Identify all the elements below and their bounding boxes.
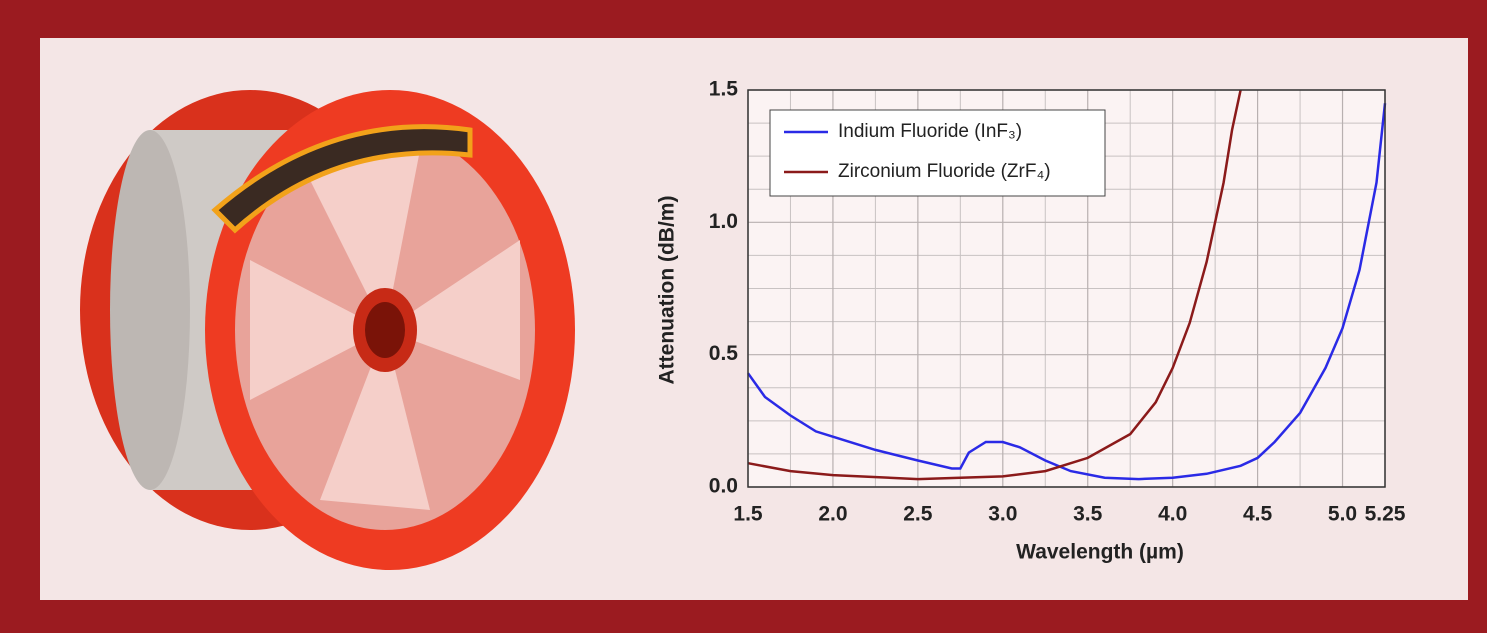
x-tick-label: 5.25 — [1365, 503, 1406, 526]
x-tick-label: 1.5 — [733, 503, 763, 526]
x-tick-label: 4.5 — [1243, 503, 1273, 526]
legend-label: Zirconium Fluoride (ZrF₄) — [838, 161, 1051, 182]
x-tick-label: 2.5 — [903, 503, 933, 526]
x-axis-label: Wavelength (µm) — [1016, 541, 1184, 564]
x-tick-label: 2.0 — [818, 503, 847, 526]
x-tick-label: 4.0 — [1158, 503, 1187, 526]
y-axis-label: Attenuation (dB/m) — [656, 196, 679, 385]
y-tick-label: 1.5 — [709, 78, 739, 101]
y-tick-label: 0.5 — [709, 342, 739, 365]
x-tick-label: 3.0 — [988, 503, 1017, 526]
legend-label: Indium Fluoride (InF₃) — [838, 121, 1022, 142]
x-tick-label: 3.5 — [1073, 503, 1103, 526]
page: Attenuation (dB/m) Wavelength (µm) 1.5 2.… — [0, 0, 1487, 633]
y-tick-label: 0.0 — [709, 475, 738, 498]
x-tick-label: 5.0 — [1328, 503, 1357, 526]
y-tick-label: 1.0 — [709, 210, 738, 233]
